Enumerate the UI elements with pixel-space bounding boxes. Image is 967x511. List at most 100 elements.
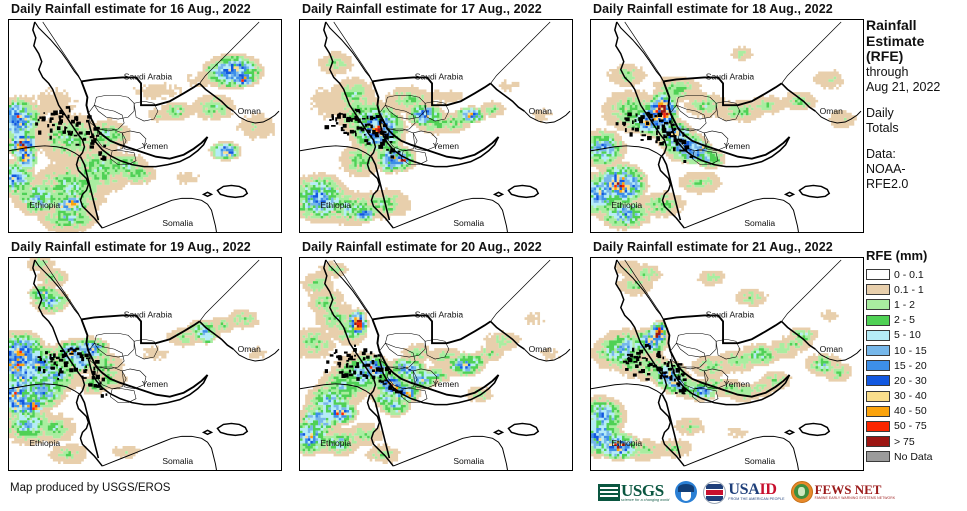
legend-label: 10 - 15 xyxy=(894,344,927,357)
logo-strip: USGS science for a changing world USAID … xyxy=(598,477,895,507)
country-labels: Saudi Arabia Oman Yemen Ethiopia Somalia xyxy=(29,309,261,466)
country-label-oman: Oman xyxy=(238,344,261,354)
legend-item: 10 - 15 xyxy=(866,343,967,358)
legend-rows: 0 - 0.1 0.1 - 1 1 - 2 2 - 5 5 - 10 10 - 15 15 … xyxy=(866,267,967,464)
usgs-mark-icon xyxy=(598,483,620,501)
legend-label: 2 - 5 xyxy=(894,314,916,327)
country-label-yemen: Yemen xyxy=(433,141,459,151)
admin-boundaries xyxy=(300,21,571,232)
country-label-ethiopia: Ethiopia xyxy=(320,438,351,448)
country-label-yemen: Yemen xyxy=(142,379,168,389)
country-label-saudi-arabia: Saudi Arabia xyxy=(706,309,755,319)
legend-swatch-icon xyxy=(866,405,890,417)
usaid-logo: USAID FROM THE AMERICAN PEOPLE xyxy=(703,479,785,505)
country-label-somalia: Somalia xyxy=(744,218,775,228)
legend-swatch-icon xyxy=(866,345,890,357)
panel-title-6: Daily Rainfall estimate for 21 Aug., 202… xyxy=(593,240,833,254)
legend-label: 30 - 40 xyxy=(894,390,927,403)
legend-item: > 75 xyxy=(866,434,967,449)
country-label-saudi-arabia: Saudi Arabia xyxy=(415,309,464,319)
legend-item: 15 - 20 xyxy=(866,358,967,373)
fewsnet-logo-tagline: FAMINE EARLY WARNING SYSTEMS NETWORK xyxy=(814,496,896,500)
map-canvas-4[interactable]: Saudi Arabia Oman Yemen Ethiopia Somalia xyxy=(8,257,282,471)
map-panel-4: Daily Rainfall estimate for 19 Aug., 202… xyxy=(0,238,288,475)
legend-swatch-icon xyxy=(866,436,890,448)
panel-title-2: Daily Rainfall estimate for 17 Aug., 202… xyxy=(302,2,542,16)
country-labels: Saudi Arabia Oman Yemen Ethiopia Somalia xyxy=(320,309,552,466)
map-panel-1: Daily Rainfall estimate for 16 Aug., 202… xyxy=(0,0,288,237)
country-label-somalia: Somalia xyxy=(162,218,193,228)
terrain-speckle xyxy=(35,106,107,161)
country-label-saudi-arabia: Saudi Arabia xyxy=(124,309,173,319)
legend-label: 0.1 - 1 xyxy=(894,283,924,296)
legend-swatch-icon xyxy=(866,314,890,326)
title-block: Rainfall Estimate (RFE) through Aug 21, … xyxy=(866,17,967,192)
fewsnet-logo: FEWS NET FAMINE EARLY WARNING SYSTEMS NE… xyxy=(790,479,896,505)
usaid-seal-icon xyxy=(703,480,727,504)
legend-item: 0.1 - 1 xyxy=(866,282,967,297)
map-canvas-5[interactable]: Saudi Arabia Oman Yemen Ethiopia Somalia xyxy=(299,257,573,471)
country-label-saudi-arabia: Saudi Arabia xyxy=(124,71,173,81)
legend-item: No Data xyxy=(866,449,967,464)
map-panel-2: Daily Rainfall estimate for 17 Aug., 202… xyxy=(291,0,579,237)
map-panel-3: Daily Rainfall estimate for 18 Aug., 202… xyxy=(582,0,870,237)
country-labels: Saudi Arabia Oman Yemen Ethiopia Somalia xyxy=(611,309,843,466)
admin-boundaries xyxy=(591,21,862,232)
terrain-speckle xyxy=(615,111,694,164)
map-canvas-1[interactable]: Saudi Arabia Oman Yemen Ethiopia Somalia xyxy=(8,19,282,233)
panel-title-4: Daily Rainfall estimate for 19 Aug., 202… xyxy=(11,240,251,254)
legend-item: 50 - 75 xyxy=(866,419,967,434)
noaa-logo xyxy=(675,479,698,505)
legend-label: 20 - 30 xyxy=(894,374,927,387)
legend-title: RFE (mm) xyxy=(866,248,928,263)
map-canvas-2[interactable]: Saudi Arabia Oman Yemen Ethiopia Somalia xyxy=(299,19,573,233)
legend-label: 0 - 0.1 xyxy=(894,268,924,281)
legend-swatch-icon xyxy=(866,269,890,281)
legend-swatch-icon xyxy=(866,420,890,432)
title-line-3: (RFE) xyxy=(866,48,904,64)
map-panel-grid: Daily Rainfall estimate for 16 Aug., 202… xyxy=(0,0,864,475)
legend-item: 30 - 40 xyxy=(866,389,967,404)
fewsnet-logo-text: FEWS NET xyxy=(814,482,882,497)
legend-label: > 75 xyxy=(894,435,915,448)
country-label-saudi-arabia: Saudi Arabia xyxy=(415,71,464,81)
country-label-saudi-arabia: Saudi Arabia xyxy=(706,71,755,81)
country-label-ethiopia: Ethiopia xyxy=(611,200,642,210)
admin-boundaries xyxy=(300,259,571,470)
legend-label: No Data xyxy=(894,450,933,463)
legend-item: 20 - 30 xyxy=(866,373,967,388)
right-column: Rainfall Estimate (RFE) through Aug 21, … xyxy=(862,0,967,475)
usgs-logo-tagline: science for a changing world xyxy=(621,497,670,502)
legend: RFE (mm) 0 - 0.1 0.1 - 1 1 - 2 2 - 5 5 - 10 1… xyxy=(866,248,967,464)
panel-title-5: Daily Rainfall estimate for 20 Aug., 202… xyxy=(302,240,542,254)
map-canvas-6[interactable]: Saudi Arabia Oman Yemen Ethiopia Somalia xyxy=(590,257,864,471)
noaa-seal-icon xyxy=(675,481,698,503)
map-canvas-3[interactable]: Saudi Arabia Oman Yemen Ethiopia Somalia xyxy=(590,19,864,233)
terrain-speckle xyxy=(324,108,401,159)
legend-label: 40 - 50 xyxy=(894,405,927,418)
panel-title-1: Daily Rainfall estimate for 16 Aug., 202… xyxy=(11,2,251,16)
usaid-logo-text: USAID xyxy=(728,481,777,498)
legend-item: 1 - 2 xyxy=(866,297,967,312)
panel-title-3: Daily Rainfall estimate for 18 Aug., 202… xyxy=(593,2,833,16)
rainfall-raster xyxy=(591,260,852,462)
admin-boundaries xyxy=(9,21,280,232)
title-data-source-2: RFE2.0 xyxy=(866,176,909,191)
legend-item: 40 - 50 xyxy=(866,404,967,419)
country-label-somalia: Somalia xyxy=(453,456,484,466)
map-credit: Map produced by USGS/EROS xyxy=(10,482,171,494)
country-label-yemen: Yemen xyxy=(724,141,750,151)
title-line-2: Estimate xyxy=(866,32,925,49)
legend-label: 1 - 2 xyxy=(894,298,916,311)
country-label-ethiopia: Ethiopia xyxy=(320,200,351,210)
country-label-oman: Oman xyxy=(820,106,843,116)
country-label-yemen: Yemen xyxy=(142,141,168,151)
terrain-speckle xyxy=(324,344,403,394)
map-panel-6: Daily Rainfall estimate for 21 Aug., 202… xyxy=(582,238,870,475)
country-label-ethiopia: Ethiopia xyxy=(611,438,642,448)
legend-swatch-icon xyxy=(866,375,890,387)
legend-swatch-icon xyxy=(866,299,890,311)
title-through: through xyxy=(866,64,909,79)
country-label-somalia: Somalia xyxy=(744,456,775,466)
legend-swatch-icon xyxy=(866,284,890,296)
